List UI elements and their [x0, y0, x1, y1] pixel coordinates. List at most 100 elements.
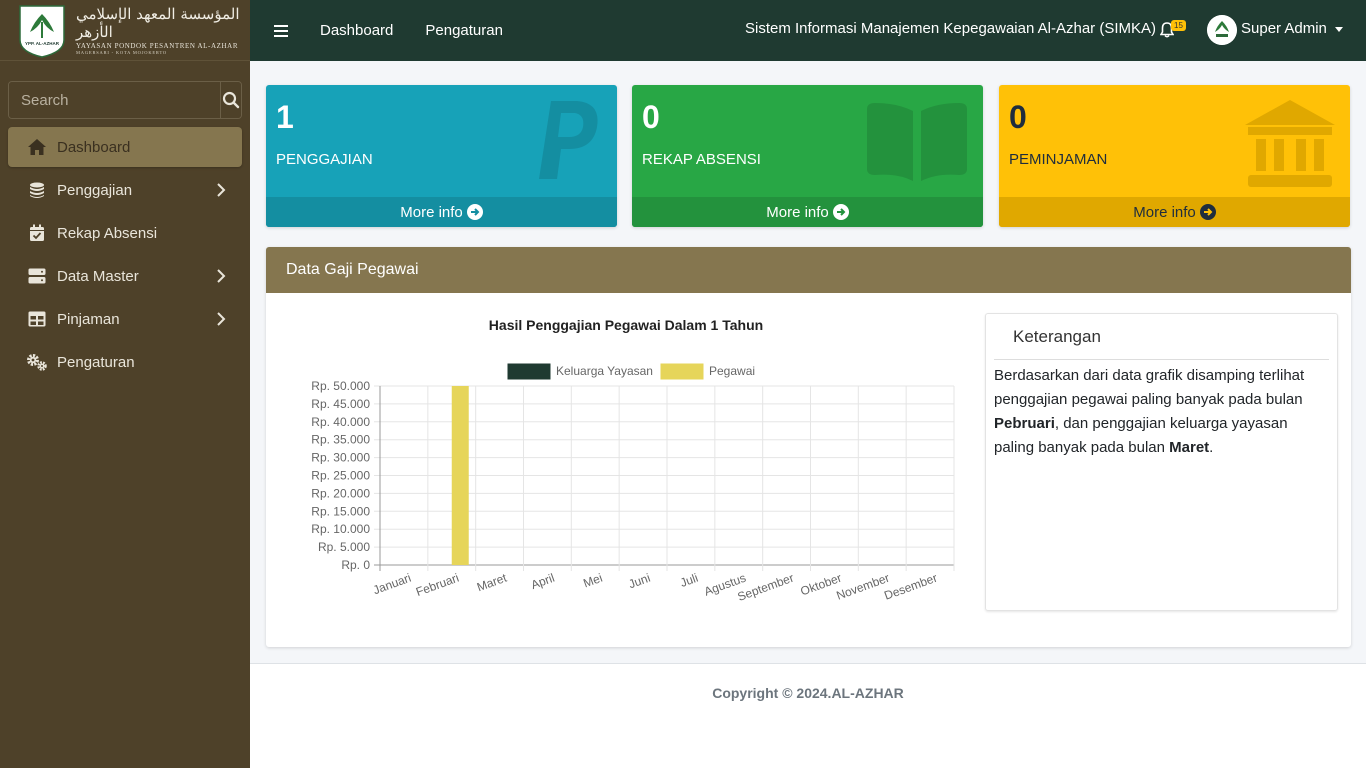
- notification-badge: 15: [1171, 20, 1186, 31]
- card-value: 0: [1009, 99, 1027, 135]
- x-tick-label: April: [529, 571, 556, 592]
- sidebar-item-label: Pinjaman: [57, 310, 120, 328]
- card-value: 0: [642, 99, 660, 135]
- legend-label: Keluarga Yayasan: [556, 364, 653, 378]
- table-icon: [26, 309, 48, 329]
- user-name[interactable]: Super Admin: [1241, 20, 1327, 37]
- sidebar-item-rekap-absensi[interactable]: Rekap Absensi: [8, 213, 242, 253]
- keterangan-title: Keterangan: [994, 314, 1329, 360]
- y-tick-label: Rp. 45.000: [311, 397, 370, 411]
- chevron-right-icon: [217, 312, 226, 326]
- more-info-link[interactable]: More info: [266, 197, 617, 227]
- legend-swatch: [660, 363, 704, 380]
- x-tick-label: Desember: [882, 571, 939, 603]
- y-tick-label: Rp. 20.000: [311, 486, 370, 500]
- y-tick-label: Rp. 5.000: [318, 540, 370, 554]
- avatar[interactable]: [1207, 15, 1237, 45]
- search-button[interactable]: [220, 82, 241, 118]
- chart-title: Hasil Penggajian Pegawai Dalam 1 Tahun: [488, 317, 764, 333]
- y-tick-label: Rp. 15.000: [311, 504, 370, 518]
- card-penggajian: 1 PENGGAJIAN More info: [266, 85, 617, 227]
- sidebar-item-label: Penggajian: [57, 181, 133, 199]
- x-tick-label: Mei: [581, 571, 604, 591]
- sidebar-search: [8, 81, 242, 119]
- card-rekap-absensi: 0 REKAP ABSENSI More info: [632, 85, 983, 227]
- search-icon: [222, 91, 240, 109]
- x-tick-label: Maret: [475, 570, 509, 594]
- chevron-right-icon: [217, 269, 226, 283]
- sidebar-item-pinjaman[interactable]: Pinjaman: [8, 299, 242, 339]
- more-info-label: More info: [1133, 203, 1196, 221]
- x-tick-label: Juni: [627, 571, 652, 592]
- brand-logo-text: YPP. AL-AZHAR: [25, 41, 60, 46]
- keterangan-highlight-month: Pebruari: [994, 415, 1055, 432]
- sidebar-item-data-master[interactable]: Data Master: [8, 256, 242, 296]
- y-tick-label: Rp. 10.000: [311, 522, 370, 536]
- book-open-icon: [867, 103, 967, 181]
- x-tick-label: Januari: [371, 571, 413, 598]
- footer: Copyright © 2024.AL-AZHAR: [250, 663, 1366, 768]
- keterangan-text: Berdasarkan dari data grafik disamping t…: [986, 364, 1337, 460]
- sidebar-item-dashboard[interactable]: Dashboard: [8, 127, 242, 167]
- arrow-circle-right-icon: [1199, 204, 1216, 220]
- salary-chart: Hasil Penggajian Pegawai Dalam 1 Tahun R…: [286, 309, 966, 609]
- brand[interactable]: YPP. AL-AZHAR المؤسسة المعهد الإسلامي ال…: [0, 0, 250, 61]
- cogs-icon: [26, 352, 48, 372]
- sidebar-item-label: Rekap Absensi: [57, 224, 158, 242]
- x-tick-label: Juli: [678, 571, 700, 590]
- top-link-dashboard[interactable]: Dashboard: [320, 22, 394, 39]
- hamburger-menu-icon[interactable]: [274, 24, 290, 38]
- card-label: PEMINJAMAN: [1009, 151, 1108, 168]
- calendar-check-icon: [26, 223, 48, 243]
- x-tick-label: November: [834, 571, 891, 603]
- sidebar-nav: Dashboard Penggajian: [8, 127, 242, 385]
- sidebar-item-penggajian[interactable]: Penggajian: [8, 170, 242, 210]
- panel-title: Data Gaji Pegawai: [266, 247, 1351, 293]
- y-tick-label: Rp. 0: [341, 558, 370, 572]
- more-info-label: More info: [400, 203, 463, 221]
- card-value: 1: [276, 99, 294, 135]
- y-tick-label: Rp. 35.000: [311, 433, 370, 447]
- sidebar-item-label: Dashboard: [57, 138, 131, 156]
- brand-location: MAGERSARI - KOTA MOJOKERTO: [76, 50, 167, 55]
- copyright-text: Copyright © 2024.AL-AZHAR: [712, 685, 904, 701]
- more-info-label: More info: [766, 203, 829, 221]
- brand-logo: YPP. AL-AZHAR: [16, 2, 68, 58]
- keterangan-part: Berdasarkan dari data grafik disamping t…: [994, 367, 1305, 408]
- app-title: Sistem Informasi Manajemen Kepegawaian A…: [745, 20, 1157, 37]
- keterangan-highlight-month: Maret: [1169, 439, 1210, 456]
- bell-icon[interactable]: [1160, 22, 1174, 38]
- card-label: PENGGAJIAN: [276, 151, 373, 168]
- keterangan-part: , dan penggajian keluarga yayasan paling…: [994, 415, 1288, 456]
- card-label: REKAP ABSENSI: [642, 151, 761, 168]
- more-info-link[interactable]: More info: [999, 197, 1350, 227]
- search-input[interactable]: [9, 82, 220, 118]
- sidebar-item-label: Data Master: [57, 267, 139, 285]
- sidebar-item-label: Pengaturan: [57, 353, 135, 371]
- topbar: Dashboard Pengaturan Sistem Informasi Ma…: [250, 0, 1366, 61]
- y-tick-label: Rp. 40.000: [311, 415, 370, 429]
- bar-pegawai: [451, 386, 469, 565]
- y-tick-label: Rp. 25.000: [311, 469, 370, 483]
- y-tick-label: Rp. 50.000: [311, 379, 370, 393]
- salary-panel: Data Gaji Pegawai Hasil Penggajian Pegaw…: [266, 247, 1351, 647]
- arrow-circle-right-icon: [832, 204, 849, 220]
- chevron-right-icon: [217, 183, 226, 197]
- arrow-circle-right-icon: [466, 204, 483, 220]
- sidebar-item-pengaturan[interactable]: Pengaturan: [8, 342, 242, 382]
- brand-name: YAYASAN PONDOK PESANTREN AL-AZHAR: [76, 42, 239, 50]
- home-icon: [26, 137, 48, 157]
- keterangan-part: .: [1209, 439, 1214, 456]
- keterangan-card: Keterangan Berdasarkan dari data grafik …: [985, 313, 1338, 611]
- top-link-pengaturan[interactable]: Pengaturan: [425, 22, 503, 39]
- chart-canvas: Rp. 0 Rp. 5.000 Rp. 10.000 Rp. 15.000 Rp. 20…: [311, 363, 955, 604]
- more-info-link[interactable]: More info: [632, 197, 983, 227]
- card-peminjaman: 0 PEMINJAMAN More info: [999, 85, 1350, 227]
- x-tick-label: Februari: [414, 571, 461, 599]
- legend-label: Pegawai: [709, 364, 755, 378]
- caret-down-icon[interactable]: [1335, 27, 1343, 32]
- coins-icon: [26, 180, 48, 200]
- server-icon: [26, 266, 48, 286]
- sidebar: YPP. AL-AZHAR المؤسسة المعهد الإسلامي ال…: [0, 0, 250, 768]
- legend-swatch: [507, 363, 551, 380]
